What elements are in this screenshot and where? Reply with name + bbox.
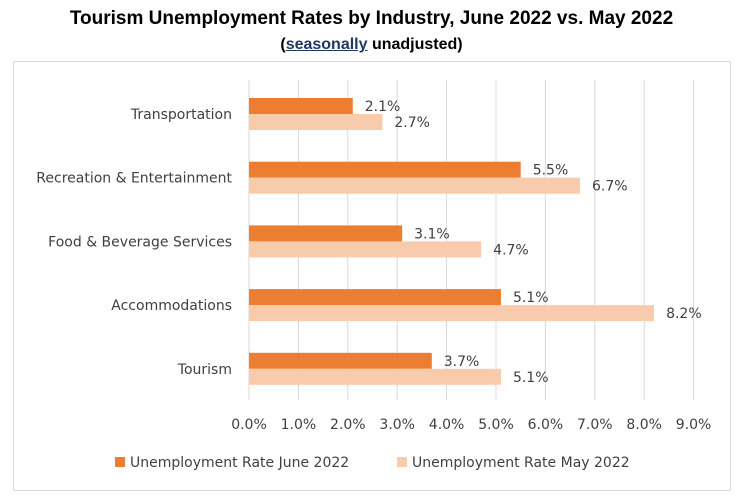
chart-title: Tourism Unemployment Rates by Industry, … bbox=[69, 8, 674, 29]
legend-may-swatch bbox=[397, 457, 407, 467]
subtitle-close: ) bbox=[457, 36, 463, 53]
x-tick-label: 0.0% bbox=[231, 417, 267, 433]
bar-may bbox=[249, 368, 501, 385]
data-label: 5.5% bbox=[533, 163, 569, 179]
data-label: 3.7% bbox=[444, 354, 480, 370]
category-label: Food & Beverage Services bbox=[48, 234, 232, 250]
data-label: 2.1% bbox=[365, 99, 401, 115]
x-tick-label: 8.0% bbox=[626, 417, 662, 433]
data-label: 5.1% bbox=[513, 290, 549, 306]
subtitle-link[interactable]: seasonally bbox=[285, 36, 368, 53]
category-label: Accommodations bbox=[111, 298, 232, 314]
bar-june bbox=[249, 289, 501, 306]
x-tick-label: 6.0% bbox=[528, 417, 564, 433]
data-label: 3.1% bbox=[414, 226, 450, 242]
legend-june-label: Unemployment Rate June 2022 bbox=[130, 455, 349, 471]
legend-june-swatch bbox=[115, 457, 125, 467]
category-label: Transportation bbox=[130, 107, 232, 123]
data-label: 6.7% bbox=[592, 179, 628, 195]
category-label: Recreation & Entertainment bbox=[36, 171, 232, 187]
bar-june bbox=[249, 352, 432, 369]
legend-may-label: Unemployment Rate May 2022 bbox=[412, 455, 630, 471]
x-tick-label: 3.0% bbox=[379, 417, 415, 433]
x-tick-label: 2.0% bbox=[330, 417, 366, 433]
bar-may bbox=[249, 114, 383, 130]
bar-may bbox=[249, 177, 580, 194]
chart-subtitle: (seasonally unadjusted) bbox=[0, 36, 743, 54]
bar-june bbox=[249, 161, 521, 178]
x-tick-label: 7.0% bbox=[577, 417, 613, 433]
x-tick-label: 1.0% bbox=[281, 417, 317, 433]
chart-frame bbox=[13, 61, 731, 491]
subtitle-rest: unadjusted bbox=[367, 36, 458, 53]
category-label: Tourism bbox=[177, 362, 232, 378]
data-label: 5.1% bbox=[513, 370, 549, 386]
x-tick-label: 9.0% bbox=[676, 417, 712, 433]
bar-may bbox=[249, 305, 655, 322]
bar-june bbox=[249, 98, 353, 114]
data-label: 4.7% bbox=[493, 242, 529, 258]
subtitle-open: ( bbox=[280, 36, 286, 53]
bar-may bbox=[249, 241, 482, 258]
x-tick-label: 5.0% bbox=[478, 417, 514, 433]
bar-june bbox=[249, 225, 403, 242]
data-label: 8.2% bbox=[666, 306, 702, 322]
data-label: 2.7% bbox=[394, 115, 430, 131]
x-tick-label: 4.0% bbox=[429, 417, 465, 433]
